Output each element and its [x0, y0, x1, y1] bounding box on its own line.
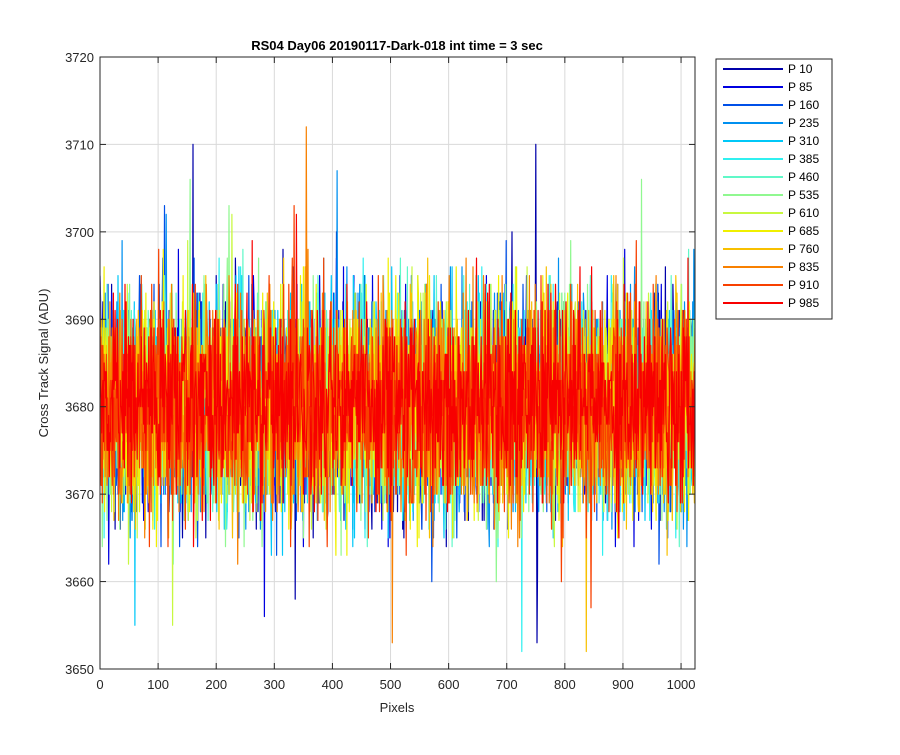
- y-tick-label: 3720: [65, 50, 94, 65]
- legend-label: P 10: [788, 62, 813, 76]
- x-tick-label: 400: [322, 677, 344, 692]
- x-axis-label: Pixels: [380, 700, 415, 715]
- legend-label: P 760: [788, 242, 819, 256]
- axes: 0 100 200 300 400 500 600 700 800 900 1000 3650 3660…: [65, 50, 695, 692]
- x-tick-label: 0: [96, 677, 103, 692]
- legend-label: P 385: [788, 152, 819, 166]
- y-tick-label: 3660: [65, 575, 94, 590]
- legend-box: [715, 58, 833, 320]
- plot-frame: [99, 56, 696, 670]
- legend: P 10 P 85 P 160 P 235 P 310 P 385 P 460 P 535 P …: [715, 58, 833, 320]
- x-tick-label: 200: [205, 677, 227, 692]
- x-tick-label: 600: [438, 677, 460, 692]
- y-tick-label: 3700: [65, 225, 94, 240]
- y-axis-label: Cross Track Signal (ADU): [36, 289, 51, 438]
- x-tick-label: 300: [263, 677, 285, 692]
- legend-label: P 160: [788, 98, 819, 112]
- y-tick-label: 3710: [65, 137, 94, 152]
- y-tick-label: 3680: [65, 400, 94, 415]
- x-tick-label: 100: [147, 677, 169, 692]
- legend-label: P 610: [788, 206, 819, 220]
- legend-label: P 85: [788, 80, 813, 94]
- legend-label: P 460: [788, 170, 819, 184]
- legend-label: P 535: [788, 188, 819, 202]
- legend-label: P 985: [788, 296, 819, 310]
- x-tick-label: 500: [380, 677, 402, 692]
- y-tick-label: 3650: [65, 662, 94, 677]
- legend-label: P 235: [788, 116, 819, 130]
- x-tick-label: 800: [554, 677, 576, 692]
- y-tick-label: 3670: [65, 487, 94, 502]
- chart-title: RS04 Day06 20190117-Dark-018 int time = …: [251, 38, 543, 53]
- series-line: [100, 213, 695, 548]
- legend-label: P 835: [788, 260, 819, 274]
- legend-label: P 685: [788, 224, 819, 238]
- legend-label: P 910: [788, 278, 819, 292]
- x-tick-label: 1000: [667, 677, 696, 692]
- series-layer: [100, 126, 695, 653]
- x-tick-label: 700: [496, 677, 518, 692]
- legend-label: P 310: [788, 134, 819, 148]
- y-tick-label: 3690: [65, 312, 94, 327]
- x-tick-label: 900: [612, 677, 634, 692]
